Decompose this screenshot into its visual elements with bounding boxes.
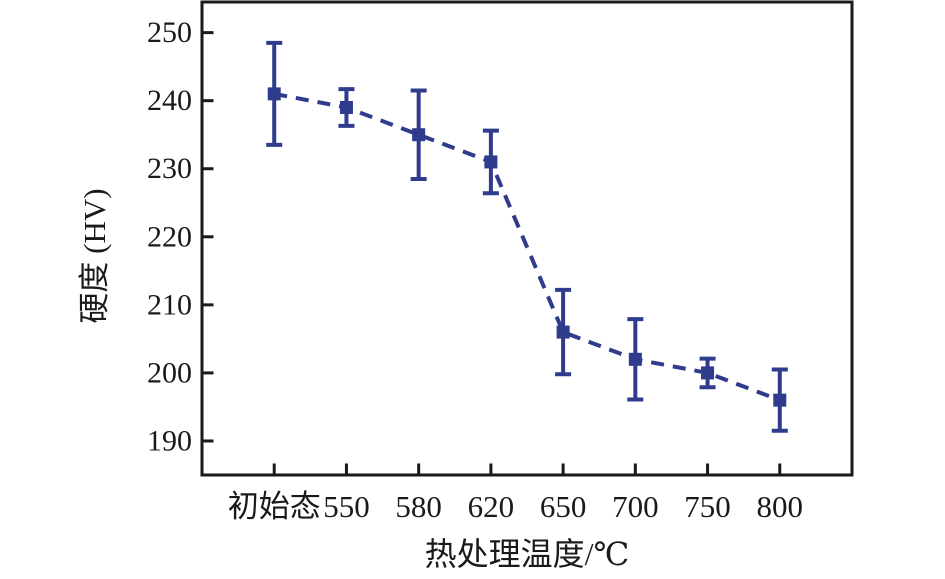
x-axis-title: 热处理温度/℃ <box>424 536 630 572</box>
y-tick-label: 210 <box>147 288 192 321</box>
x-tick-label: 620 <box>468 489 515 524</box>
y-axis-title: 硬度 (HV) <box>77 188 112 324</box>
series-line <box>273 91 781 403</box>
y-tick-label: 230 <box>147 152 192 185</box>
data-point-marker <box>701 366 715 380</box>
y-tick-label: 200 <box>147 356 192 389</box>
x-tick-label: 初始态 <box>228 489 321 524</box>
x-tick-label: 750 <box>684 489 731 524</box>
x-tick-label: 580 <box>395 489 442 524</box>
x-tick-label: 800 <box>757 489 804 524</box>
data-point-marker <box>556 325 570 339</box>
y-tick-label: 250 <box>147 16 192 49</box>
data-point-marker <box>412 128 426 142</box>
data-point-marker <box>484 155 498 169</box>
data-point-marker <box>339 100 353 114</box>
x-axis: 初始态 550 580 620 650 700 750 800 <box>228 463 804 524</box>
x-tick-label: 700 <box>612 489 659 524</box>
x-tick-label: 550 <box>323 489 370 524</box>
y-axis: 190 200 210 220 230 240 250 <box>147 16 214 457</box>
data-point-marker <box>773 393 787 407</box>
data-point-marker <box>628 352 642 366</box>
plot-frame <box>200 0 854 477</box>
y-tick-label: 190 <box>147 424 192 457</box>
x-tick-label: 650 <box>540 489 587 524</box>
data-point-marker <box>267 87 281 101</box>
y-tick-label: 220 <box>147 220 192 253</box>
data-points <box>267 87 787 407</box>
y-tick-label: 240 <box>147 84 192 117</box>
